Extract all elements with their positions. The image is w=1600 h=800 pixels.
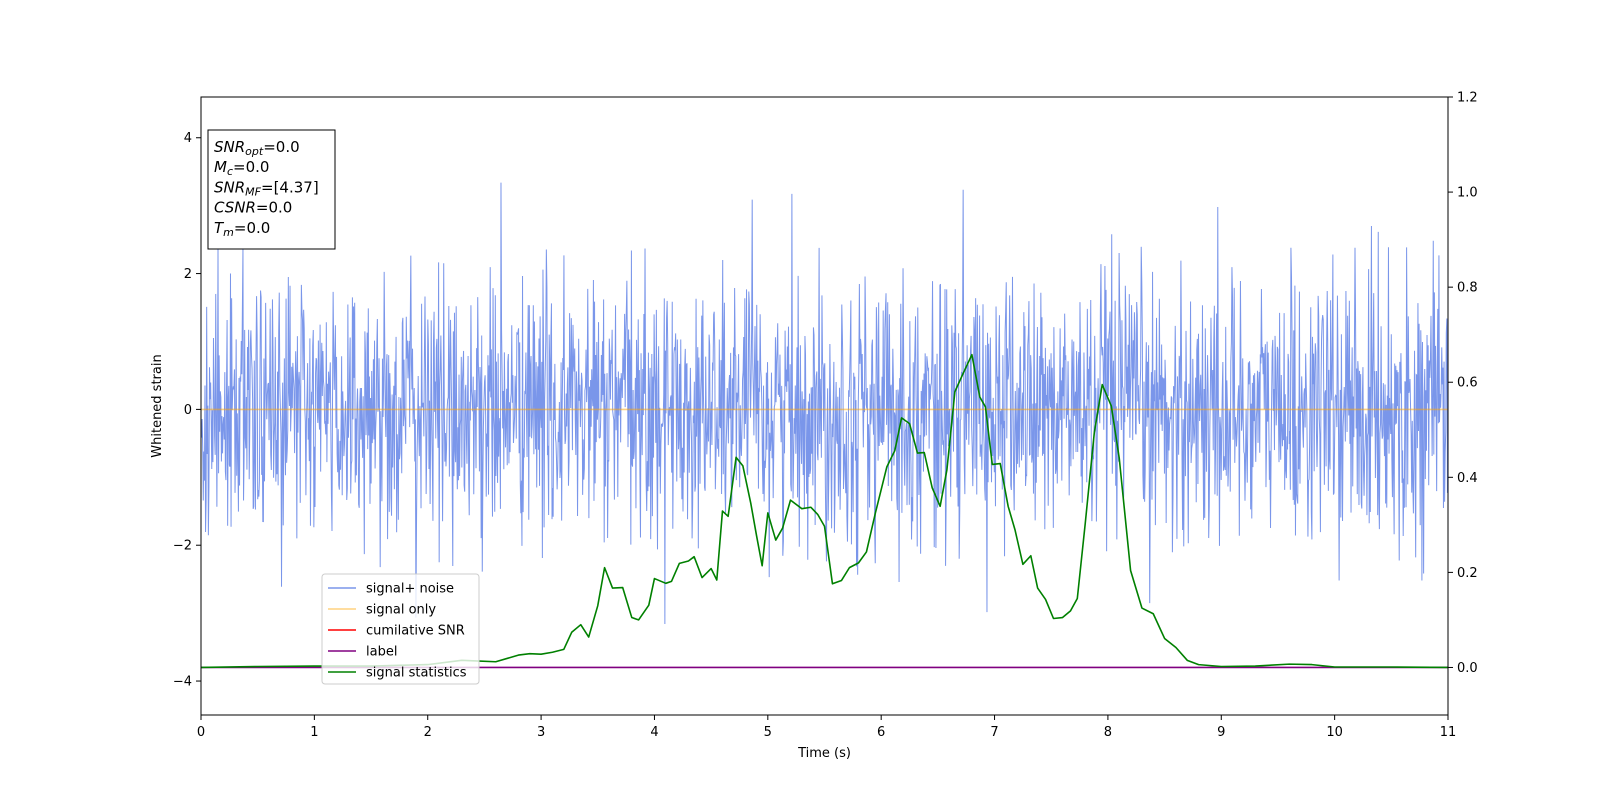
info-subscript: opt xyxy=(245,145,264,158)
y-tick-label: 0 xyxy=(184,403,192,418)
x-tick-label: 7 xyxy=(990,725,998,740)
y2-tick-label: 0.2 xyxy=(1457,566,1478,581)
legend-frame xyxy=(321,573,480,685)
y-tick-label: 2 xyxy=(184,267,192,282)
y-tick-label: 4 xyxy=(184,131,192,146)
legend-item: signal only xyxy=(328,603,436,618)
info-symbol: T xyxy=(214,219,225,237)
x-tick-label: 1 xyxy=(310,725,318,740)
x-tick-label: 6 xyxy=(877,725,885,740)
info-value: =0.0 xyxy=(234,219,270,237)
legend-label: label xyxy=(366,645,397,660)
legend-item: signal+ noise xyxy=(328,582,454,597)
x-axis: 0 1 2 3 4 5 6 7 8 9 10 11 xyxy=(197,715,1456,740)
info-line: SNRMF=[4.37] xyxy=(214,178,319,198)
info-line: SNRopt=0.0 xyxy=(214,138,300,158)
info-box: SNRopt=0.0Mc=0.0SNRMF=[4.37]CSNR=0.0Tm=0… xyxy=(207,129,336,250)
x-tick-label: 9 xyxy=(1217,725,1225,740)
x-axis-label: Time (s) xyxy=(797,746,851,761)
y-axis-right: 0.0 0.2 0.4 0.6 0.8 1.0 1.2 xyxy=(1448,91,1478,676)
info-subscript: m xyxy=(223,226,234,239)
signal-noise-line xyxy=(201,182,1448,624)
legend-label: signal only xyxy=(366,603,436,618)
x-tick-label: 2 xyxy=(424,725,432,740)
x-tick-label: 11 xyxy=(1440,725,1457,740)
y2-tick-label: 0.6 xyxy=(1457,376,1478,391)
legend: signal+ noise signal only cumilative SNR la… xyxy=(321,573,480,685)
info-symbol: M xyxy=(214,158,227,176)
y2-tick-label: 1.2 xyxy=(1457,91,1478,106)
y-axis-left: −4 −2 0 2 4 xyxy=(173,131,201,690)
info-value: =0.0 xyxy=(263,138,299,156)
series-signal-noise xyxy=(201,182,1448,624)
x-tick-label: 3 xyxy=(537,725,545,740)
info-line: CSNR=0.0 xyxy=(214,199,292,217)
x-tick-label: 8 xyxy=(1104,725,1112,740)
info-symbol: SNR xyxy=(214,138,245,156)
y-axis-label: Whitened strain xyxy=(150,354,165,457)
info-line: Mc=0.0 xyxy=(214,158,269,178)
x-tick-label: 5 xyxy=(764,725,772,740)
series-signal-statistics xyxy=(201,353,1448,669)
info-subscript: c xyxy=(227,165,233,178)
legend-label: cumilative SNR xyxy=(366,624,465,639)
y2-tick-label: 0.0 xyxy=(1457,661,1478,676)
info-symbol: SNR xyxy=(214,178,245,196)
info-symbol: CSNR xyxy=(214,199,256,217)
legend-item: label xyxy=(328,645,397,660)
y2-tick-label: 1.0 xyxy=(1457,186,1478,201)
info-value: =0.0 xyxy=(256,199,292,217)
y2-tick-label: 0.4 xyxy=(1457,471,1478,486)
legend-item: signal statistics xyxy=(328,666,467,681)
info-box-frame xyxy=(207,129,336,250)
info-line: Tm=0.0 xyxy=(214,219,270,239)
legend-item: cumilative SNR xyxy=(328,624,465,639)
x-tick-label: 0 xyxy=(197,725,205,740)
y-tick-label: −4 xyxy=(173,675,192,690)
y-tick-label: −2 xyxy=(173,539,192,554)
y2-tick-label: 0.8 xyxy=(1457,281,1478,296)
info-value: =[4.37] xyxy=(261,178,319,196)
x-tick-label: 4 xyxy=(650,725,658,740)
info-value: =0.0 xyxy=(233,158,269,176)
legend-label: signal+ noise xyxy=(366,582,454,597)
legend-label: signal statistics xyxy=(366,666,467,681)
info-subscript: MF xyxy=(245,185,261,198)
x-tick-label: 10 xyxy=(1326,725,1343,740)
plot-frame xyxy=(200,96,1449,716)
signal-statistics-line xyxy=(201,353,1448,669)
